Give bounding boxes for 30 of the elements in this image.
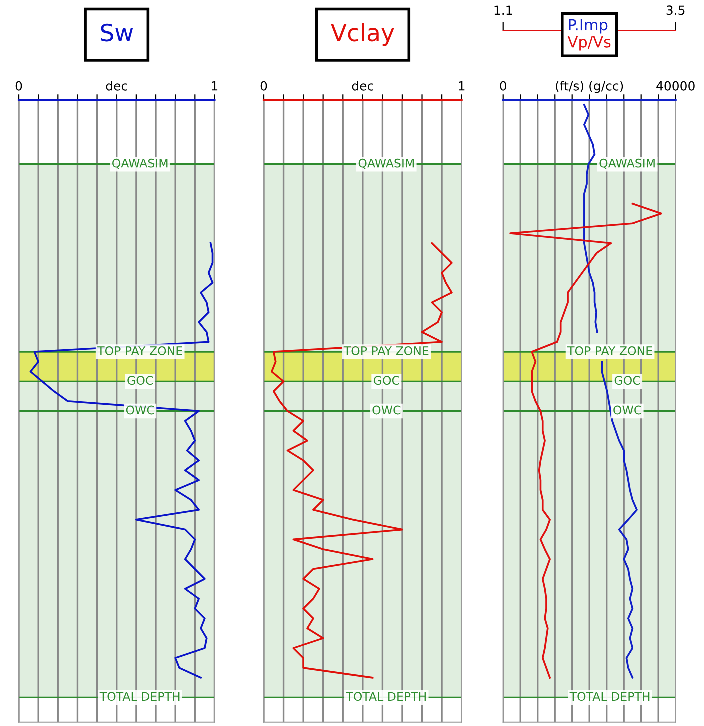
y-tick-label: OWC (614, 406, 642, 415)
x-tick-label: 0 (500, 81, 507, 91)
y-tick-label: OWC (372, 406, 401, 415)
y-tick-label: GOC (128, 376, 154, 386)
y-tick-label: GOC (614, 376, 640, 386)
x-tick-label: 0 (16, 81, 22, 91)
x2-tick-label: 3.5 (666, 6, 685, 16)
y-tick-label: GOC (374, 376, 400, 386)
y-tick-label: QAWASIM (358, 158, 414, 170)
x-tick-label: 40000 (656, 81, 695, 91)
x-tick-label: dec (106, 81, 128, 91)
y-tick-label: TOP PAY ZONE (344, 346, 429, 356)
x-tick-label: dec (352, 81, 374, 91)
x-tick-label: 1 (212, 82, 218, 91)
text: Vp/Vs (568, 36, 611, 51)
x-tick-label: 0 (260, 81, 268, 91)
text: Vclay (331, 23, 394, 46)
y-tick-label: TOTAL DEPTH (346, 692, 426, 702)
y-tick-label: OWC (126, 406, 154, 415)
text: P.Imp (569, 19, 608, 34)
y-tick-label: TOTAL DEPTH (100, 692, 180, 702)
x2-tick-label: 1.1 (494, 6, 512, 15)
x-tick-label: 1 (459, 82, 465, 91)
text: Sw (101, 24, 134, 42)
y-tick-label: TOTAL DEPTH (570, 692, 650, 702)
y-tick-label: TOP PAY ZONE (98, 346, 182, 356)
x-tick-label: (ft/s) (g/cc) (556, 81, 624, 94)
y-tick-label: QAWASIM (600, 158, 655, 170)
y-tick-label: TOP PAY ZONE (567, 346, 652, 356)
y-tick-label: QAWASIM (112, 158, 168, 170)
